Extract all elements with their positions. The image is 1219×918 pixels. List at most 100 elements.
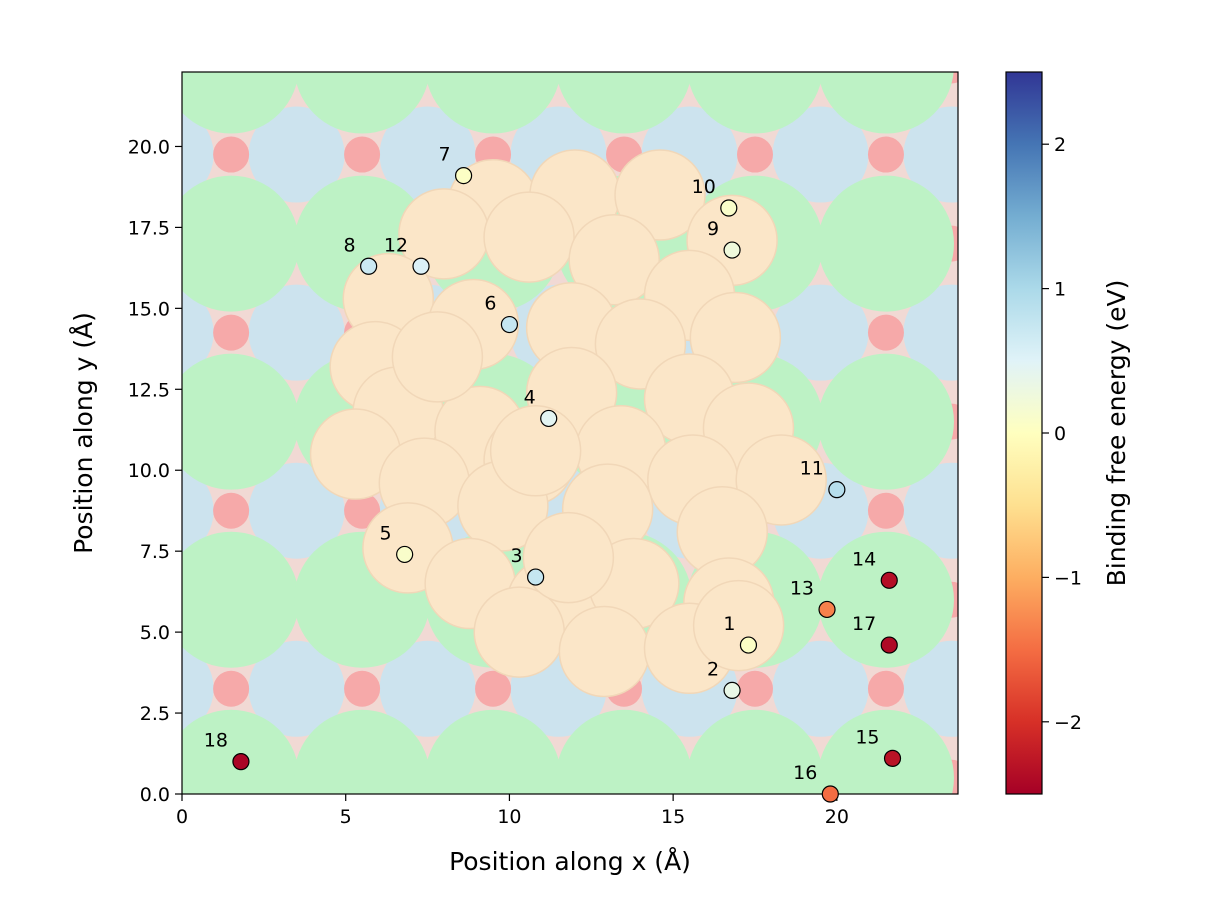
green-atom bbox=[817, 709, 954, 794]
point-label-7: 7 bbox=[438, 144, 450, 166]
red-atom bbox=[344, 136, 381, 173]
data-point-7 bbox=[454, 167, 473, 185]
red-atom bbox=[344, 670, 381, 707]
point-label-18: 18 bbox=[204, 730, 228, 752]
blue-atom bbox=[379, 640, 476, 737]
red-atom bbox=[867, 136, 904, 173]
point-label-13: 13 bbox=[790, 577, 814, 599]
data-point-14 bbox=[880, 571, 898, 589]
point-label-6: 6 bbox=[484, 293, 496, 315]
point-label-2: 2 bbox=[707, 658, 719, 680]
point-label-17: 17 bbox=[852, 613, 876, 635]
y-tick-label: 12.5 bbox=[128, 379, 170, 401]
y-tick-label: 20.0 bbox=[128, 136, 170, 158]
blue-atom bbox=[248, 284, 345, 381]
blue-atom bbox=[182, 465, 214, 556]
point-label-10: 10 bbox=[692, 176, 716, 198]
x-axis-label: Position along x (Å) bbox=[449, 847, 691, 876]
data-point-15 bbox=[883, 749, 902, 767]
green-atom bbox=[556, 72, 692, 134]
data-point-18 bbox=[232, 753, 250, 771]
colorbar-ticks: −2 −1 0 1 2 bbox=[1042, 134, 1082, 734]
cluster-atom bbox=[522, 511, 615, 604]
data-point-6 bbox=[500, 315, 519, 334]
blue-atom bbox=[182, 643, 214, 734]
data-point-8 bbox=[360, 257, 378, 275]
y-tick-label: 17.5 bbox=[128, 217, 170, 239]
blue-atom bbox=[248, 640, 345, 737]
data-point-9 bbox=[723, 241, 741, 259]
cluster-atom bbox=[735, 434, 827, 526]
cluster-atom bbox=[473, 586, 565, 678]
colorbar-tick-label: −1 bbox=[1054, 567, 1082, 589]
green-atom bbox=[818, 72, 954, 134]
blue-atom bbox=[182, 109, 214, 200]
red-atom bbox=[867, 670, 904, 707]
y-tick-label: 7.5 bbox=[140, 541, 170, 563]
y-tick-label: 0.0 bbox=[140, 784, 170, 806]
colorbar-tick-label: −2 bbox=[1054, 712, 1082, 734]
green-atom bbox=[182, 72, 299, 134]
red-atom bbox=[867, 492, 904, 529]
red-atom bbox=[182, 72, 183, 73]
x-tick-label: 0 bbox=[176, 806, 188, 828]
cluster-atom bbox=[489, 405, 582, 497]
green-atom bbox=[817, 531, 954, 668]
point-label-1: 1 bbox=[723, 613, 735, 635]
point-label-3: 3 bbox=[511, 545, 523, 567]
point-label-15: 15 bbox=[855, 726, 879, 748]
data-point-2 bbox=[723, 681, 741, 699]
green-atom bbox=[182, 175, 300, 312]
plot-frame bbox=[181, 71, 959, 795]
green-atom bbox=[425, 709, 562, 794]
cluster-atom bbox=[692, 579, 785, 672]
green-atom bbox=[182, 709, 300, 794]
red-atom bbox=[213, 492, 250, 529]
red-atom bbox=[475, 670, 512, 707]
x-tick-label: 10 bbox=[497, 806, 521, 828]
green-atom bbox=[425, 72, 561, 134]
red-atom bbox=[736, 670, 773, 707]
blue-atom bbox=[772, 640, 869, 737]
blue-atom bbox=[379, 106, 476, 203]
x-tick-label: 20 bbox=[825, 806, 849, 828]
y-tick-label: 15.0 bbox=[128, 298, 170, 320]
point-label-8: 8 bbox=[344, 234, 356, 256]
point-label-11: 11 bbox=[800, 458, 824, 480]
data-point-5 bbox=[396, 545, 414, 564]
data-point-12 bbox=[412, 257, 430, 275]
data-point-13 bbox=[818, 600, 836, 619]
blue-atom bbox=[903, 640, 958, 737]
blue-atom bbox=[182, 287, 214, 378]
red-atom bbox=[213, 314, 250, 351]
blue-atom bbox=[248, 462, 345, 559]
colorbar-label: Binding free energy (eV) bbox=[1102, 280, 1131, 587]
data-point-11 bbox=[828, 481, 846, 499]
green-atom bbox=[294, 709, 431, 794]
green-atom bbox=[687, 709, 823, 794]
blue-atom bbox=[903, 106, 958, 203]
green-atom bbox=[556, 709, 693, 794]
red-atom bbox=[182, 414, 184, 430]
cluster-atom bbox=[614, 149, 706, 241]
y-axis-label: Position along y (Å) bbox=[69, 312, 98, 554]
y-tick-label: 2.5 bbox=[140, 703, 170, 725]
point-label-9: 9 bbox=[707, 218, 719, 240]
blue-atom bbox=[248, 106, 345, 203]
green-atom bbox=[182, 531, 300, 668]
data-point-10 bbox=[720, 199, 738, 217]
x-tick-label: 15 bbox=[661, 806, 685, 828]
point-label-5: 5 bbox=[380, 522, 392, 544]
red-atom bbox=[213, 670, 250, 707]
y-tick-label: 10.0 bbox=[128, 460, 170, 482]
x-tick-label: 5 bbox=[340, 806, 352, 828]
blue-atom bbox=[772, 106, 869, 203]
red-atom bbox=[182, 592, 184, 608]
colorbar-tick-label: 1 bbox=[1054, 279, 1066, 301]
data-point-3 bbox=[527, 568, 545, 586]
point-label-16: 16 bbox=[793, 762, 817, 784]
green-atom bbox=[687, 72, 823, 134]
data-point-1 bbox=[739, 636, 758, 654]
